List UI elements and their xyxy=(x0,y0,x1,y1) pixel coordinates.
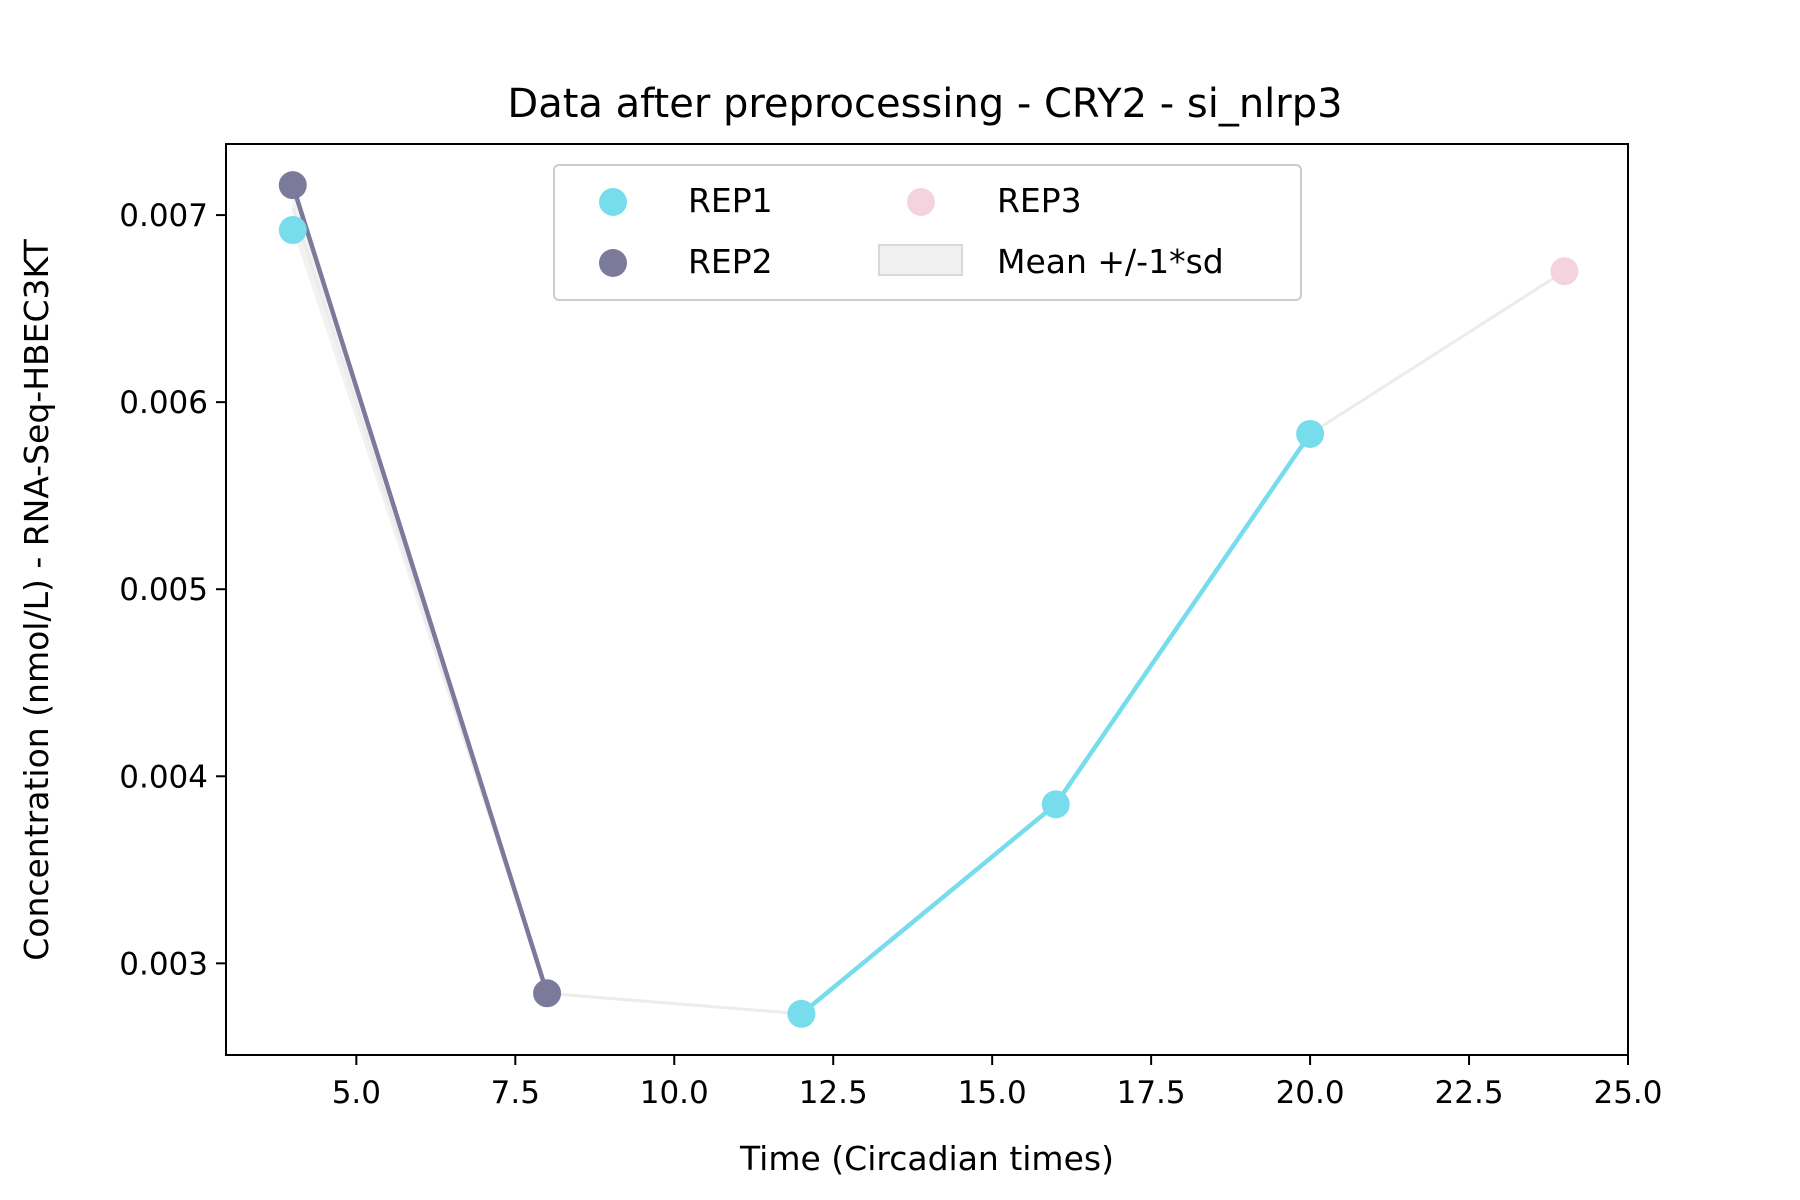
y-axis: 0.003 0.004 0.005 0.006 0.007 xyxy=(119,198,226,982)
x-tick-label: 20.0 xyxy=(1276,1075,1345,1111)
x-tick-label: 22.5 xyxy=(1435,1075,1504,1111)
plot-area xyxy=(225,143,1629,1056)
plot-frame xyxy=(225,143,1629,1056)
legend-frame xyxy=(553,164,1302,301)
data-point-rep2 xyxy=(278,171,307,200)
y-axis-label: Concentration (nmol/L) - RNA-Seq-HBEC3KT xyxy=(17,238,56,960)
series-point-layer xyxy=(278,171,1579,1028)
legend: REP1 REP2 REP3 Mean +/-1*sd xyxy=(553,164,1302,301)
y-tick-label: 0.007 xyxy=(119,198,208,234)
data-point-rep1 xyxy=(278,216,307,245)
data-point-rep3 xyxy=(1550,257,1579,286)
legend-label-rep1: REP1 xyxy=(688,181,773,220)
series-line-rep1 xyxy=(799,802,1059,1017)
x-tick-label: 7.5 xyxy=(491,1075,540,1111)
legend-marker-rep2 xyxy=(599,249,627,277)
data-point-rep2 xyxy=(533,979,562,1008)
x-axis: 5.0 7.5 10.0 12.5 15.0 17.5 20.0 22.5 25.0 xyxy=(332,1055,1663,1111)
legend-label-rep2: REP2 xyxy=(688,242,773,281)
legend-marker-rep3 xyxy=(907,188,935,216)
chart-title: Data after preprocessing - CRY2 - si_nlr… xyxy=(507,81,1342,127)
x-tick-label: 5.0 xyxy=(332,1075,381,1111)
y-tick-label: 0.006 xyxy=(119,385,208,421)
y-tick-label: 0.003 xyxy=(119,946,208,982)
legend-label-mean-band: Mean +/-1*sd xyxy=(997,242,1224,281)
x-tick-label: 17.5 xyxy=(1117,1075,1186,1111)
x-tick-label: 25.0 xyxy=(1593,1075,1662,1111)
y-tick-label: 0.005 xyxy=(119,572,208,608)
data-point-rep1 xyxy=(1296,419,1325,448)
data-point-rep1 xyxy=(1041,790,1070,819)
y-tick-label: 0.004 xyxy=(119,759,208,795)
series-line-rep1 xyxy=(1053,431,1313,807)
legend-marker-rep1 xyxy=(599,188,627,216)
x-tick-label: 12.5 xyxy=(799,1075,868,1111)
legend-swatch-mean-band xyxy=(878,244,963,276)
x-tick-label: 15.0 xyxy=(958,1075,1027,1111)
x-axis-label: Time (Circadian times) xyxy=(739,1139,1114,1178)
series-line-layer xyxy=(290,182,1313,1017)
legend-label-rep3: REP3 xyxy=(997,181,1082,220)
x-tick-label: 10.0 xyxy=(640,1075,709,1111)
series-line-rep2 xyxy=(290,182,550,996)
data-point-rep1 xyxy=(787,999,816,1028)
